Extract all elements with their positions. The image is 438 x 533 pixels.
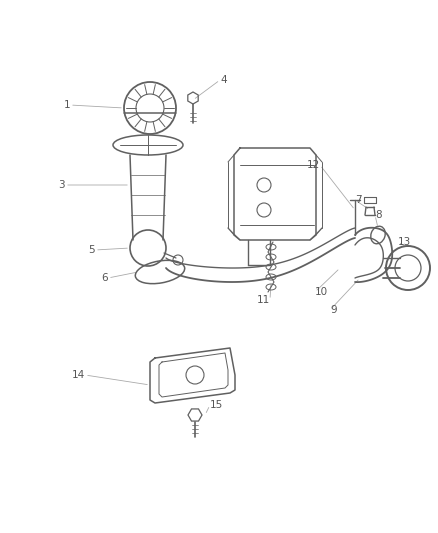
Text: 12: 12: [307, 160, 320, 170]
Text: 13: 13: [398, 237, 411, 247]
Text: 10: 10: [315, 287, 328, 297]
Text: 9: 9: [330, 305, 337, 315]
Text: 1: 1: [64, 100, 70, 110]
Text: 3: 3: [58, 180, 65, 190]
Text: 7: 7: [355, 195, 362, 205]
Text: 11: 11: [257, 295, 270, 305]
Text: 14: 14: [72, 370, 85, 380]
Text: 4: 4: [220, 75, 226, 85]
Text: 15: 15: [210, 400, 223, 410]
Text: 6: 6: [101, 273, 108, 283]
Text: 8: 8: [375, 210, 381, 220]
Text: 5: 5: [88, 245, 95, 255]
